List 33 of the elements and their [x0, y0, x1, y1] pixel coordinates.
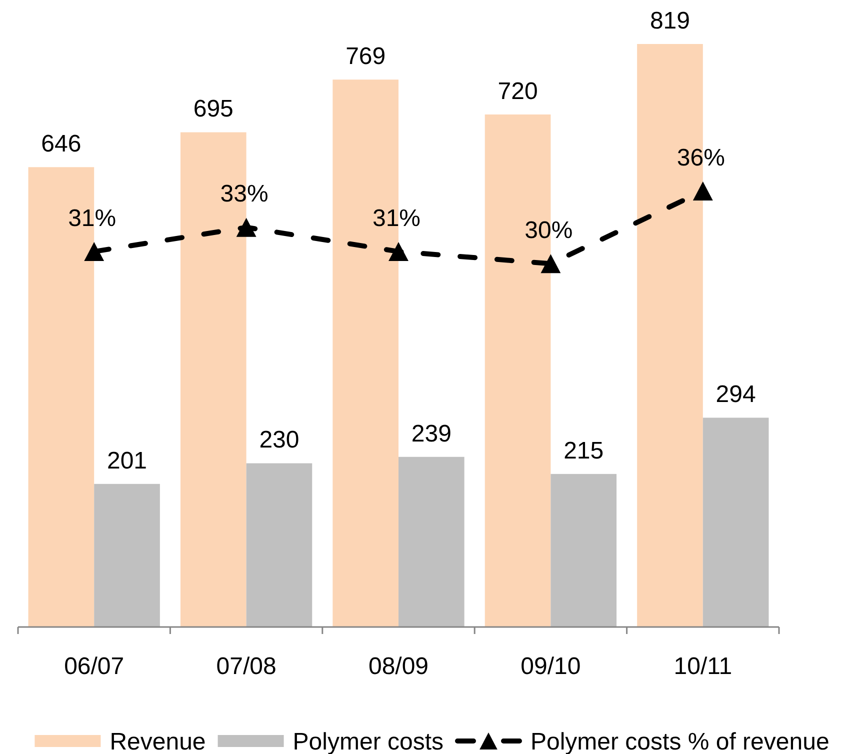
data-label: 30% [524, 217, 573, 244]
data-label: 33% [220, 180, 268, 208]
data-label: 769 [346, 42, 386, 70]
data-label: 695 [193, 96, 234, 123]
x-tick-label: 10/11 [674, 653, 732, 680]
bar [398, 456, 464, 627]
point [540, 254, 561, 274]
data-label: 646 [41, 130, 82, 158]
point [236, 218, 256, 237]
legend-label: Polymer costs % of revenue [530, 728, 830, 754]
x-tick-label: 06/07 [64, 653, 124, 680]
data-label: 230 [259, 426, 300, 454]
data-label: 239 [411, 420, 452, 448]
legend-label: Revenue [110, 728, 206, 754]
legend-label: Polymer costs [292, 728, 444, 754]
point [692, 182, 713, 200]
data-label: 294 [716, 381, 756, 408]
data-label: 31% [68, 204, 116, 232]
bar [246, 463, 312, 627]
data-label: 201 [106, 447, 148, 474]
data-label: 31% [372, 204, 421, 232]
point [84, 242, 104, 262]
x-tick-label: 08/09 [368, 653, 429, 680]
bar [94, 484, 160, 627]
bar [550, 474, 617, 627]
x-tick-label: 09/10 [520, 653, 581, 680]
data-label: 819 [650, 7, 690, 34]
data-label: 215 [564, 437, 604, 464]
data-label: 36% [676, 144, 725, 172]
point [388, 242, 408, 262]
x-tick-label: 07/08 [216, 653, 276, 680]
bar [702, 418, 769, 627]
data-label: 720 [498, 78, 538, 105]
